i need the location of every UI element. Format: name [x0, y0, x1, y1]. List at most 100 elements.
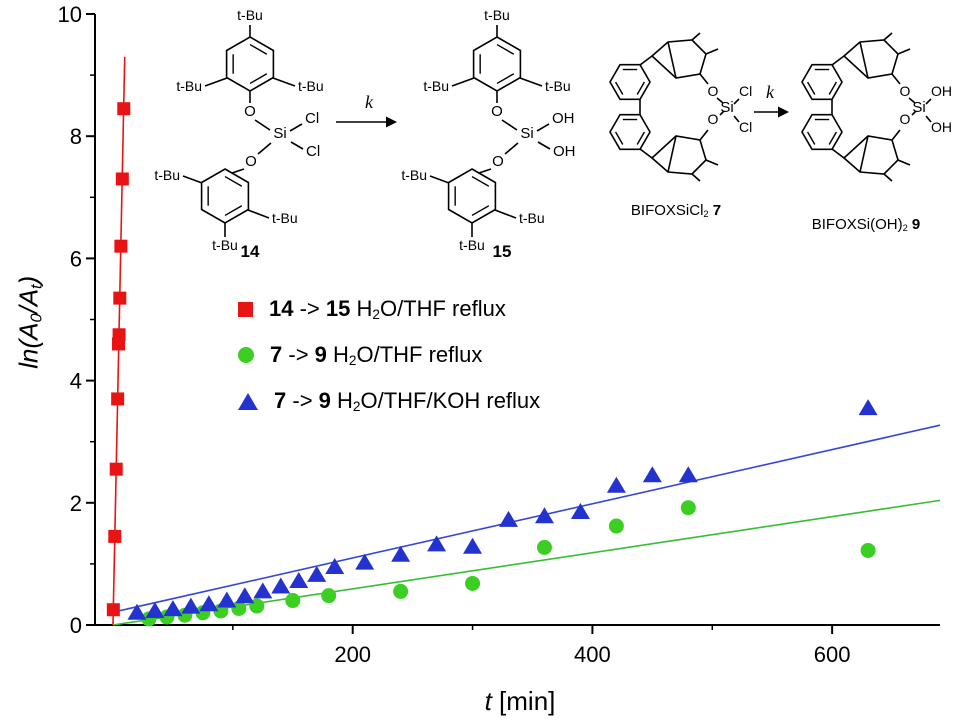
data-point-triangle — [307, 565, 327, 582]
bicyclic-cage — [842, 39, 899, 79]
oxygen-label: O — [492, 153, 504, 170]
bond — [891, 73, 901, 85]
tbu-label: t-Bu — [484, 7, 510, 23]
bond — [925, 115, 932, 123]
bond — [182, 175, 203, 184]
data-point-triangle — [570, 502, 590, 519]
oxygen-label: O — [491, 103, 503, 120]
aromatic-bond — [496, 73, 515, 85]
bond — [859, 41, 869, 79]
oxygen-label: O — [900, 83, 911, 99]
substituent-label: Cl — [739, 83, 752, 99]
y-tick-label: 0 — [70, 613, 82, 638]
bond — [667, 41, 677, 79]
aromatic-bond — [249, 43, 268, 55]
aromatic-bond — [471, 175, 490, 187]
data-point-triangle — [145, 601, 165, 618]
data-point-square — [111, 392, 125, 406]
bond — [716, 97, 724, 104]
substituent-label: Cl — [306, 143, 320, 160]
data-point-triangle — [427, 535, 447, 552]
aromatic-bond — [636, 131, 646, 145]
tbu-label: t-Bu — [519, 210, 545, 226]
bond — [519, 77, 543, 87]
legend-marker-square — [238, 301, 253, 317]
data-point-triangle — [355, 553, 375, 570]
bond — [257, 142, 272, 155]
data-point-square — [117, 102, 131, 116]
data-point-square — [113, 291, 127, 305]
bond — [536, 123, 550, 132]
aromatic-bond — [614, 81, 624, 95]
aromatic-bond — [828, 81, 838, 95]
oxygen-label: O — [708, 111, 719, 127]
compound-7-caption: BIFOXSiCl2 7 — [630, 202, 722, 220]
bond — [883, 173, 893, 182]
data-point-square — [112, 328, 126, 342]
bond — [891, 129, 901, 141]
legend-item: 7 -> 9 H2O/THF reflux — [238, 332, 540, 378]
oxygen-label: O — [244, 103, 256, 120]
tbu-label: t-Bu — [423, 78, 449, 94]
bond — [691, 32, 701, 41]
bond — [247, 209, 270, 219]
bicyclic-cage — [842, 135, 899, 175]
data-point-circle — [465, 575, 481, 591]
data-point-triangle — [271, 577, 291, 594]
data-point-circle — [608, 518, 624, 534]
bond — [705, 48, 719, 55]
silicon-label: Si — [273, 125, 286, 142]
bond — [733, 98, 740, 105]
bond — [504, 142, 519, 155]
reaction-arrow — [386, 116, 397, 128]
data-point-circle — [860, 542, 876, 558]
data-point-triangle — [217, 591, 237, 608]
compound-9-caption: BIFOXSi(OH)2 9 — [811, 216, 921, 234]
data-point-circle — [231, 601, 247, 617]
y-tick-label: 8 — [70, 124, 82, 149]
data-point-triangle — [499, 510, 519, 527]
bond — [501, 119, 518, 131]
bond — [925, 98, 932, 105]
substituent-label: OH — [553, 143, 576, 160]
bond — [231, 168, 245, 174]
bond — [290, 141, 304, 150]
oxygen-label: O — [245, 153, 257, 170]
bond — [451, 77, 475, 87]
silicon-label: Si — [720, 99, 733, 116]
data-point-triangle — [678, 466, 698, 483]
bond — [733, 115, 740, 123]
substituent-label: OH — [552, 110, 575, 127]
bond — [911, 110, 917, 116]
tbu-label: t-Bu — [154, 167, 180, 183]
aromatic-bond — [496, 43, 515, 55]
y-tick-label: 10 — [58, 2, 82, 27]
x-axis-label: t [min] — [484, 686, 556, 716]
bond — [691, 173, 701, 182]
substituent-label: OH — [931, 83, 952, 99]
bond — [272, 77, 296, 87]
y-tick-label: 4 — [70, 369, 82, 394]
tbu-label: t-Bu — [212, 237, 238, 253]
tbu-label: t-Bu — [401, 167, 427, 183]
data-point-circle — [680, 500, 696, 516]
aromatic-bond — [224, 175, 243, 187]
data-point-square — [114, 239, 128, 253]
bond — [705, 159, 719, 166]
data-point-triangle — [534, 507, 554, 524]
bond — [719, 110, 725, 116]
bond — [639, 148, 653, 159]
legend-label: 7 -> 9 H2O/THF reflux — [270, 342, 483, 368]
bond — [537, 141, 551, 150]
bond — [478, 168, 492, 174]
data-point-square — [109, 462, 123, 476]
aryl-silane-structure: t-Bu t-Bu t-Bu O Si Cl Cl Ot-Bu t-Bu t-Bu — [154, 7, 323, 253]
fit-line — [112, 424, 941, 613]
x-tick-label: 200 — [334, 642, 371, 667]
aromatic-bond — [249, 73, 268, 85]
data-point-circle — [285, 593, 301, 609]
legend-label: 14 -> 15 H2O/THF reflux — [269, 296, 506, 322]
